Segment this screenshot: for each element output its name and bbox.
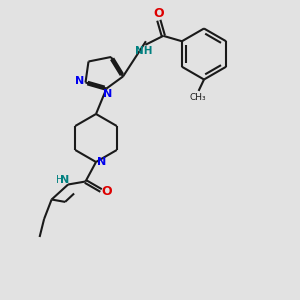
Text: N: N <box>97 157 106 167</box>
Text: NH: NH <box>135 46 153 56</box>
Text: N: N <box>61 175 70 185</box>
Text: H: H <box>56 175 63 185</box>
Text: N: N <box>103 89 112 99</box>
Text: CH₃: CH₃ <box>190 93 206 102</box>
Text: O: O <box>154 7 164 20</box>
Text: N: N <box>76 76 85 86</box>
Text: O: O <box>101 185 112 199</box>
